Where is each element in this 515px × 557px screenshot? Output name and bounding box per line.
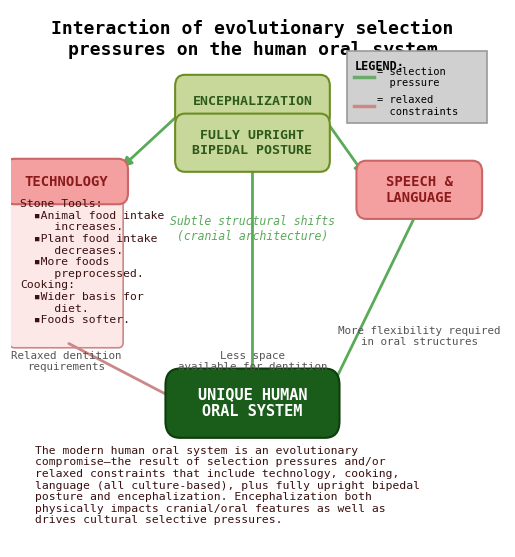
Text: FULLY UPRIGHT
BIPEDAL POSTURE: FULLY UPRIGHT BIPEDAL POSTURE: [193, 129, 313, 157]
FancyBboxPatch shape: [165, 369, 339, 438]
FancyBboxPatch shape: [347, 51, 487, 123]
FancyBboxPatch shape: [10, 187, 123, 348]
Text: Interaction of evolutionary selection
pressures on the human oral system: Interaction of evolutionary selection pr…: [52, 19, 454, 59]
Text: LEGEND:: LEGEND:: [355, 60, 405, 72]
Text: Relaxed dentition
requirements: Relaxed dentition requirements: [11, 350, 122, 372]
Text: UNIQUE HUMAN
ORAL SYSTEM: UNIQUE HUMAN ORAL SYSTEM: [198, 387, 307, 419]
Text: SPEECH &
LANGUAGE: SPEECH & LANGUAGE: [386, 175, 453, 205]
FancyBboxPatch shape: [175, 75, 330, 128]
FancyBboxPatch shape: [175, 114, 330, 172]
Text: Less space
available for dentition: Less space available for dentition: [178, 350, 327, 372]
Text: Stone Tools:
  ▪Animal food intake
     increases.
  ▪Plant food intake
     dec: Stone Tools: ▪Animal food intake increas…: [20, 199, 164, 325]
FancyBboxPatch shape: [356, 161, 482, 219]
Text: = selection
  pressure: = selection pressure: [377, 66, 446, 88]
Text: More flexibility required
in oral structures: More flexibility required in oral struct…: [338, 326, 501, 347]
FancyBboxPatch shape: [5, 159, 128, 204]
Text: = relaxed
  constraints: = relaxed constraints: [377, 95, 458, 117]
Text: ENCEPHALIZATION: ENCEPHALIZATION: [193, 95, 313, 108]
Text: Subtle structural shifts
(cranial architecture): Subtle structural shifts (cranial archit…: [170, 214, 335, 243]
Text: TECHNOLOGY: TECHNOLOGY: [25, 174, 108, 188]
Text: The modern human oral system is an evolutionary
compromise—the result of selecti: The modern human oral system is an evolu…: [35, 446, 420, 525]
